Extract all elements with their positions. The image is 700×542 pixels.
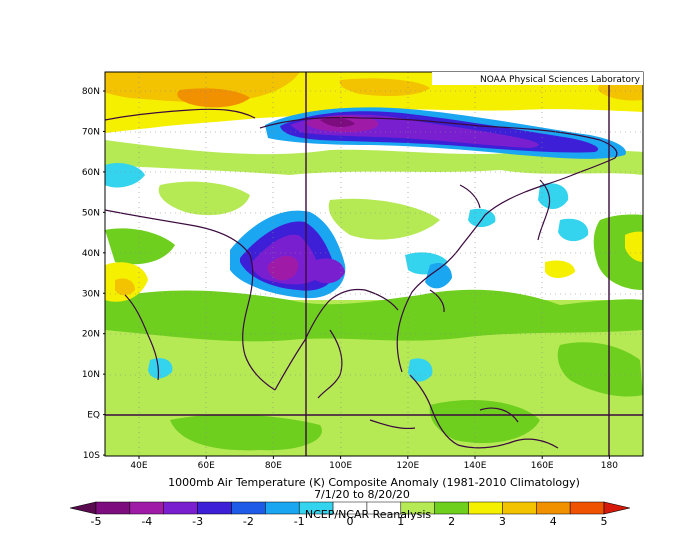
credit-box: [432, 72, 643, 85]
lon-label: 100E: [329, 461, 352, 471]
colorbar-segment: [569, 501, 605, 515]
lat-label: 40N: [82, 249, 100, 259]
lon-label: 160E: [531, 461, 554, 471]
colorbar-label: 1: [397, 515, 404, 528]
reference-lines: [105, 72, 643, 456]
map-title: 1000mb Air Temperature (K) Composite Ano…: [168, 476, 580, 489]
map-dates: 7/1/20 to 8/20/20: [314, 488, 410, 501]
colorbar-label: 2: [448, 515, 455, 528]
colorbar-segment: [502, 501, 537, 515]
colorbar-label: 0: [347, 515, 354, 528]
colorbar-label: -1: [294, 515, 305, 528]
lat-label: 60N: [82, 168, 100, 178]
lon-label: 180: [601, 461, 618, 471]
colorbar-low-arrow: [69, 501, 97, 515]
colorbar-label: -4: [141, 515, 152, 528]
longitude-labels: 40E 60E 80E 100E 120E 140E 160E 180: [130, 456, 618, 471]
latitude-labels: 80N 70N 60N 50N 40N 30N 20N 10N EQ 10S: [82, 87, 105, 461]
colorbar: [69, 501, 631, 515]
lat-label: EQ: [87, 411, 100, 421]
lat-label: 10S: [83, 451, 100, 461]
credit-text: NOAA Physical Sciences Laboratory: [480, 75, 641, 85]
lat-label: 20N: [82, 330, 100, 340]
colorbar-label: 4: [550, 515, 557, 528]
coastlines: [105, 108, 618, 449]
plot-frame: [104, 71, 644, 457]
colorbar-label: -3: [192, 515, 203, 528]
colorbar-segment: [434, 501, 469, 515]
colorbar-segment: [129, 501, 164, 515]
map-source: NCEP/NCAR Reanalysis: [305, 508, 431, 521]
lon-label: 80E: [265, 461, 282, 471]
lon-label: 140E: [464, 461, 487, 471]
lat-label: 80N: [82, 87, 100, 97]
lat-label: 30N: [82, 289, 100, 299]
colorbar-label: -2: [243, 515, 254, 528]
lat-label: 10N: [82, 370, 100, 380]
colorbar-high-arrow: [603, 501, 631, 515]
colorbar-segment: [197, 501, 232, 515]
gridlines: [105, 72, 643, 456]
colorbar-label: -5: [91, 515, 102, 528]
lat-label: 70N: [82, 127, 100, 137]
colorbar-segment: [468, 501, 503, 515]
colorbar-segment: [95, 501, 131, 515]
colorbar-segment: [265, 501, 300, 515]
colorbar-segment: [536, 501, 571, 515]
colorbar-segment: [231, 501, 266, 515]
anomaly-shading: [105, 72, 643, 456]
lat-label: 50N: [82, 208, 100, 218]
lon-label: 40E: [130, 461, 147, 471]
colorbar-label: 3: [499, 515, 506, 528]
lon-label: 120E: [396, 461, 419, 471]
colorbar-label: 5: [601, 515, 608, 528]
colorbar-labels: -5 -4 -3 -2 -1 0 1 2 3 4 5: [91, 515, 608, 528]
colorbar-segment: [163, 501, 198, 515]
lon-label: 60E: [198, 461, 215, 471]
